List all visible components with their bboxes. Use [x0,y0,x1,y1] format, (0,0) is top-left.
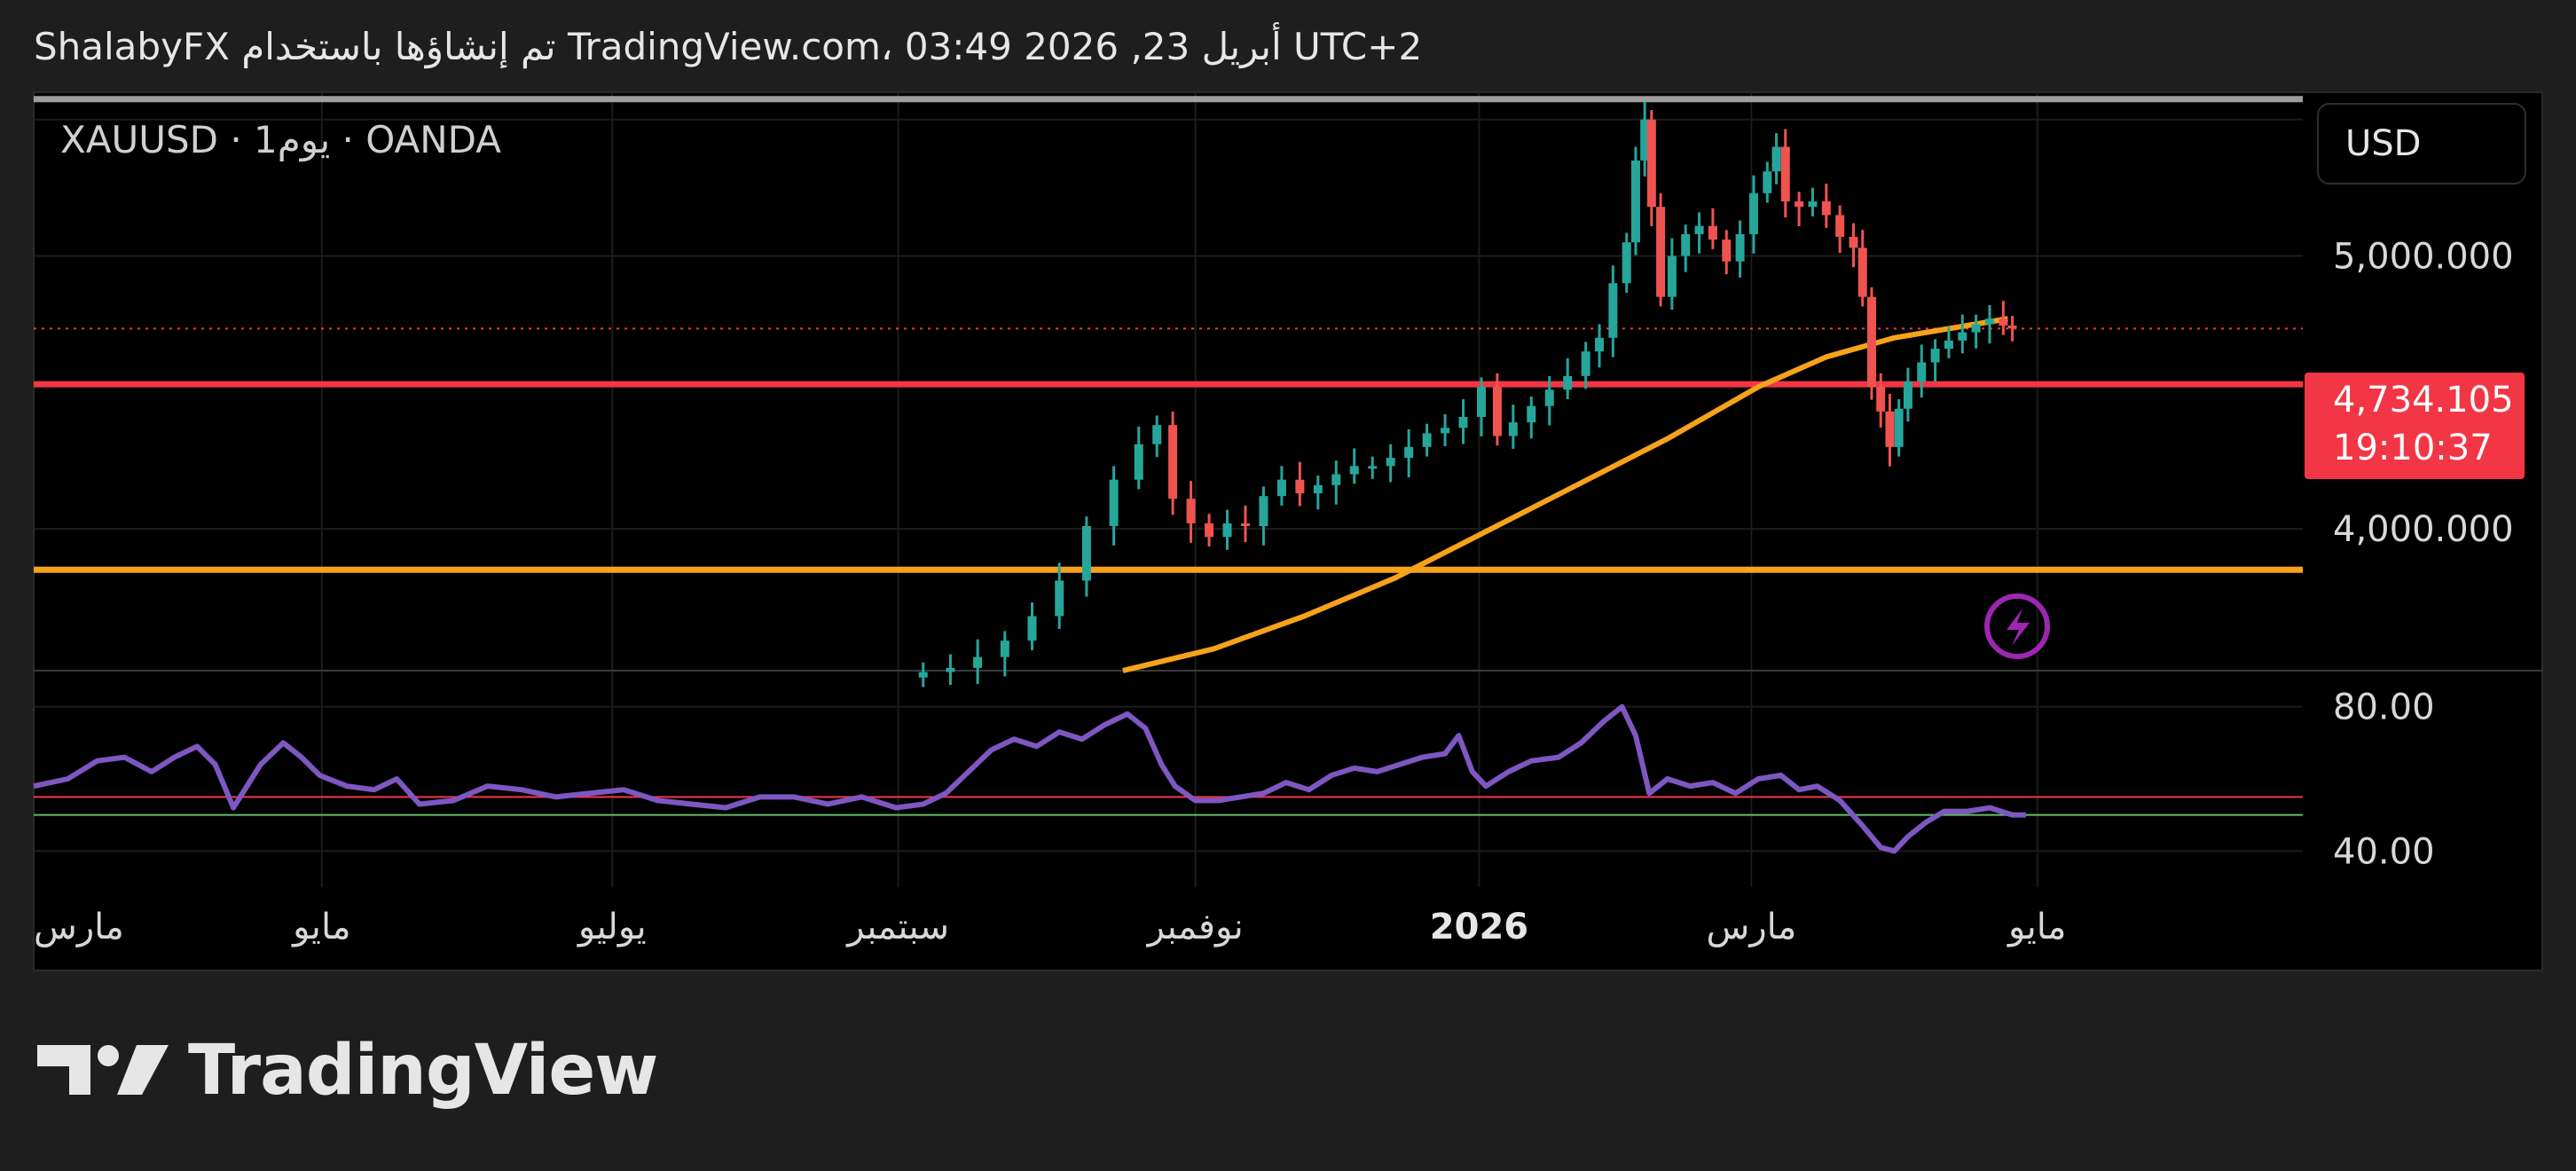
tradingview-logo: TradingView [37,1031,658,1111]
currency-selector[interactable]: USD [2317,103,2526,185]
candle-body[interactable] [1971,324,1981,333]
candle-body[interactable] [1771,146,1781,172]
candle-body[interactable] [1630,160,1640,243]
time-axis-tick-label: مارس [34,907,124,947]
candle-body[interactable] [1808,201,1818,208]
candle-body[interactable] [1894,408,1904,447]
candle-body[interactable] [1477,387,1487,417]
candle-body[interactable] [1667,255,1677,297]
candle-body[interactable] [1849,237,1858,248]
rsi-axis-tick-label: 80.00 [2333,688,2435,728]
candle-body[interactable] [1903,381,1912,409]
moving-average-line[interactable] [1122,316,2008,673]
candle-body[interactable] [1186,499,1196,523]
rsi-axis-tick-label: 40.00 [2333,831,2435,872]
lightning-alert-icon[interactable] [1984,593,2050,659]
currency-label: USD [2345,123,2422,164]
symbol-label: XAUUSD · 1يوم · OANDA [60,118,501,161]
candle-body[interactable] [1984,318,1994,325]
lightning-bolt-icon [2007,609,2030,646]
candle-body[interactable] [1622,242,1631,284]
price-axis-tick-label: 4,000.000 [2333,509,2514,550]
candle-body[interactable] [1055,580,1064,617]
candle-body[interactable] [973,656,983,668]
price-axis-tick-label: 5,000.000 [2333,237,2514,278]
candle-body[interactable] [1656,207,1666,297]
last-price-label: 4,734.105 [2333,380,2514,420]
tradingview-logo-icon [37,1045,169,1095]
rsi-line[interactable] [33,703,2026,854]
candle-body[interactable] [1866,296,1876,388]
candle-body[interactable] [1508,422,1518,436]
time-axis-tick-label: يوليو [577,907,647,947]
candle-body[interactable] [1404,446,1414,459]
candle-body[interactable] [1748,193,1758,234]
candle-body[interactable] [1205,523,1214,538]
chart-background [33,91,2543,971]
candle-body[interactable] [1999,318,2008,326]
candle-body[interactable] [1885,411,1895,447]
time-axis-tick-label: مايو [291,907,350,947]
candle-body[interactable] [1081,526,1091,581]
candle-body[interactable] [1000,641,1009,657]
candle-body[interactable] [1109,479,1119,526]
candle-body[interactable] [1857,248,1867,297]
time-axis-tick-label: 2026 [1430,907,1528,947]
candle-body[interactable] [2007,325,2017,329]
candle-body[interactable] [1527,405,1536,423]
time-axis-tick-label: مايو [2007,907,2066,947]
candle-body[interactable] [1349,466,1359,475]
candle-body[interactable] [918,672,928,678]
candle-body[interactable] [1681,233,1691,256]
candle-body[interactable] [1563,375,1573,390]
candle-body[interactable] [1422,433,1432,447]
candle-body[interactable] [1821,201,1831,216]
candle-body[interactable] [1134,444,1143,480]
candle-body[interactable] [1763,171,1772,193]
candle-body[interactable] [1722,240,1732,262]
candle-body[interactable] [1646,119,1656,208]
time-axis-tick-label: مارس [1707,907,1797,947]
candle-body[interactable] [1835,215,1845,237]
candle-body[interactable] [1595,337,1605,352]
candle-body[interactable] [1492,387,1502,436]
candle-body[interactable] [1386,458,1395,467]
candle-body[interactable] [1027,616,1037,641]
candle-body[interactable] [1368,466,1378,469]
candle-body[interactable] [1958,332,1967,341]
candle-body[interactable] [1735,233,1745,262]
candle-body[interactable] [1581,351,1590,376]
time-axis-tick-label: نوفمبر [1146,907,1244,947]
candle-body[interactable] [1331,474,1341,485]
candle-body[interactable] [1441,428,1450,434]
candle-body[interactable] [1276,479,1286,497]
countdown-label: 19:10:37 [2333,428,2493,468]
time-axis-tick-label: سبتمبر [845,907,949,947]
chart-header-title: ShalabyFX تم إنشاؤها باستخدام TradingVie… [34,25,1423,68]
candle-body[interactable] [1295,479,1305,494]
candle-body[interactable] [1458,416,1468,428]
tradingview-brand: TradingView [188,1031,658,1111]
candle-body[interactable] [1694,225,1704,234]
candle-body[interactable] [1222,523,1232,538]
candle-body[interactable] [1608,283,1618,338]
candle-body[interactable] [1930,349,1940,363]
candle-body[interactable] [1259,496,1268,526]
candle-body[interactable] [1640,119,1650,161]
candle-body[interactable] [1313,484,1323,494]
candle-body[interactable] [1152,425,1162,444]
candle-body[interactable] [1780,146,1790,202]
candle-body[interactable] [1876,387,1886,412]
candle-body[interactable] [1168,425,1178,499]
candle-body[interactable] [1708,225,1717,240]
candle-body[interactable] [1544,389,1554,406]
last-price-badge [2305,373,2525,479]
candle-body[interactable] [1240,523,1250,526]
candle-body[interactable] [946,667,955,672]
candle-body[interactable] [1795,201,1804,208]
candle-body[interactable] [1917,362,1927,381]
candle-body[interactable] [1944,340,1953,350]
